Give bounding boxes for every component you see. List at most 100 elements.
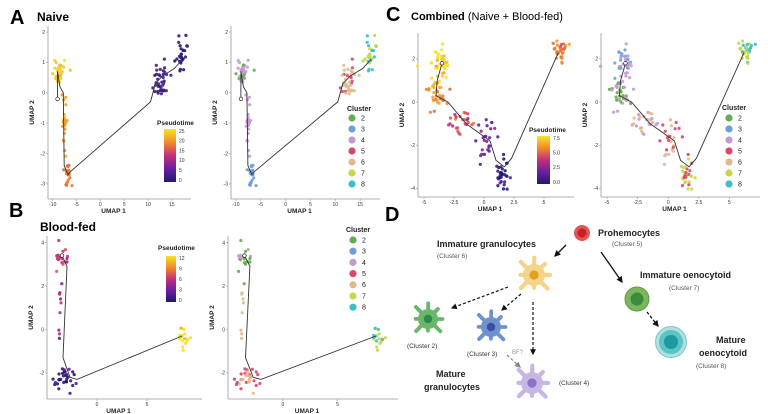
data-point bbox=[65, 118, 69, 123]
data-point bbox=[162, 57, 166, 61]
data-point bbox=[433, 81, 437, 85]
data-point bbox=[346, 67, 350, 71]
data-point bbox=[232, 377, 237, 381]
x-axis-label: UMAP 1 bbox=[662, 206, 687, 213]
y-tick-label: 0 bbox=[225, 91, 228, 97]
data-point bbox=[560, 51, 565, 55]
y-tick-label: -2 bbox=[221, 371, 226, 377]
cluster-label-7: 7 bbox=[362, 293, 366, 300]
y-tick-label: -2 bbox=[40, 371, 45, 377]
pseudotime-tick-label: 7.5 bbox=[553, 136, 560, 142]
y-tick-label: 2 bbox=[42, 30, 45, 36]
data-point bbox=[258, 381, 262, 386]
pseudotime-legend-title: Pseudotime bbox=[157, 120, 194, 127]
cluster-swatch-4 bbox=[725, 136, 733, 144]
data-point bbox=[53, 66, 57, 70]
data-point bbox=[435, 100, 440, 104]
cluster-label-5: 5 bbox=[362, 271, 366, 278]
data-point bbox=[182, 327, 186, 332]
data-point bbox=[179, 47, 183, 51]
data-point bbox=[342, 63, 346, 67]
cluster-legend: Cluster 2 3 4 5 6 7 8 bbox=[347, 106, 371, 188]
pseudotime-tick-label: 10 bbox=[179, 158, 185, 164]
data-point bbox=[466, 116, 470, 121]
cluster-swatch-8 bbox=[348, 180, 356, 188]
data-point bbox=[185, 44, 189, 48]
data-point bbox=[245, 138, 249, 143]
y-tick-label: 1 bbox=[42, 60, 45, 66]
pseudotime-tick-label: 3 bbox=[179, 287, 182, 293]
data-point bbox=[502, 183, 506, 187]
cell-nucleus bbox=[527, 378, 537, 388]
cluster-swatch-5 bbox=[725, 147, 733, 155]
data-point bbox=[487, 145, 491, 149]
data-point bbox=[361, 59, 365, 63]
cluster-legend: Cluster 2 3 4 5 6 7 8 bbox=[346, 227, 370, 312]
data-point bbox=[623, 48, 627, 52]
data-point bbox=[610, 88, 614, 92]
data-point bbox=[240, 292, 244, 296]
data-point bbox=[373, 33, 377, 38]
x-tick-label: 5 bbox=[123, 202, 126, 208]
data-point bbox=[241, 301, 245, 305]
data-point bbox=[365, 34, 369, 38]
y-tick-label: 0 bbox=[412, 100, 415, 106]
data-point bbox=[431, 84, 435, 88]
data-point bbox=[246, 58, 250, 62]
mature-granulocytes-label-2: granulocytes bbox=[424, 382, 480, 392]
mature-oenocytoid-cluster: (Cluster 8) bbox=[696, 363, 726, 370]
data-point bbox=[350, 66, 354, 70]
data-point bbox=[627, 61, 631, 65]
data-point bbox=[241, 297, 245, 301]
data-point bbox=[346, 84, 350, 88]
data-point bbox=[169, 73, 173, 77]
pseudotime-colorbar bbox=[164, 129, 176, 182]
data-point bbox=[650, 116, 654, 121]
data-point bbox=[744, 45, 748, 49]
data-point bbox=[53, 380, 58, 385]
data-point bbox=[368, 52, 372, 56]
data-point bbox=[427, 88, 431, 92]
data-point bbox=[656, 121, 660, 125]
data-point bbox=[431, 98, 435, 102]
cluster-label-4: 4 bbox=[361, 137, 365, 144]
immature-granulocytes-cluster: (Cluster 6) bbox=[437, 253, 467, 260]
pseudotime-legend: Pseudotime 7.5 5.0 2.5 0.0 bbox=[529, 127, 566, 186]
data-point bbox=[60, 70, 64, 74]
arrow-cluster-3-to-4 bbox=[506, 354, 521, 368]
y-tick-label: 2 bbox=[222, 284, 225, 290]
data-point bbox=[638, 115, 642, 119]
data-point bbox=[444, 76, 448, 80]
arrow-prohemocyte-to-oenocytoid bbox=[600, 251, 623, 284]
data-point bbox=[753, 42, 757, 46]
data-point bbox=[65, 256, 69, 261]
data-point bbox=[64, 183, 69, 187]
data-point bbox=[689, 174, 693, 178]
data-point bbox=[454, 126, 458, 130]
cluster-swatch-7 bbox=[348, 169, 356, 177]
panel-letter-b: B bbox=[9, 200, 23, 222]
data-point bbox=[158, 74, 162, 78]
y-tick-label: -2 bbox=[594, 143, 599, 149]
data-point bbox=[499, 171, 503, 175]
data-point bbox=[66, 178, 70, 182]
data-point bbox=[637, 113, 641, 117]
data-point bbox=[240, 332, 244, 336]
trajectory-node bbox=[238, 96, 244, 101]
y-axis-label: UMAP 2 bbox=[209, 305, 216, 330]
x-tick-label: 2.5 bbox=[511, 200, 518, 206]
y-tick-label: 0 bbox=[42, 91, 45, 97]
data-point bbox=[246, 370, 250, 374]
data-point bbox=[551, 41, 555, 46]
panel-letter-a: A bbox=[10, 7, 24, 29]
data-point bbox=[453, 113, 457, 117]
panel-title-c-bold: Combined bbox=[411, 11, 465, 23]
data-point bbox=[183, 337, 187, 341]
cluster-swatch-6 bbox=[725, 158, 733, 166]
data-point bbox=[496, 169, 500, 173]
data-point bbox=[612, 110, 616, 114]
data-point bbox=[61, 249, 65, 253]
data-point bbox=[243, 249, 248, 253]
